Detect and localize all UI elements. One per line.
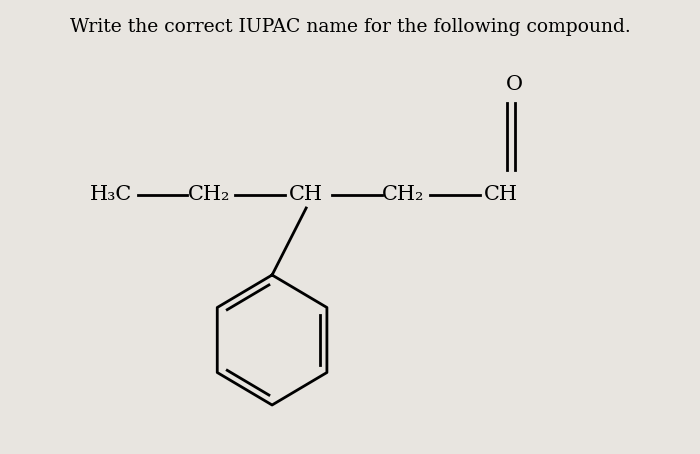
Text: H₃C: H₃C — [90, 186, 132, 204]
Text: Write the correct IUPAC name for the following compound.: Write the correct IUPAC name for the fol… — [69, 18, 631, 36]
Text: CH₂: CH₂ — [382, 186, 425, 204]
Text: CH: CH — [484, 186, 518, 204]
Text: O: O — [506, 75, 523, 94]
Text: CH: CH — [289, 186, 323, 204]
Text: CH₂: CH₂ — [188, 186, 230, 204]
